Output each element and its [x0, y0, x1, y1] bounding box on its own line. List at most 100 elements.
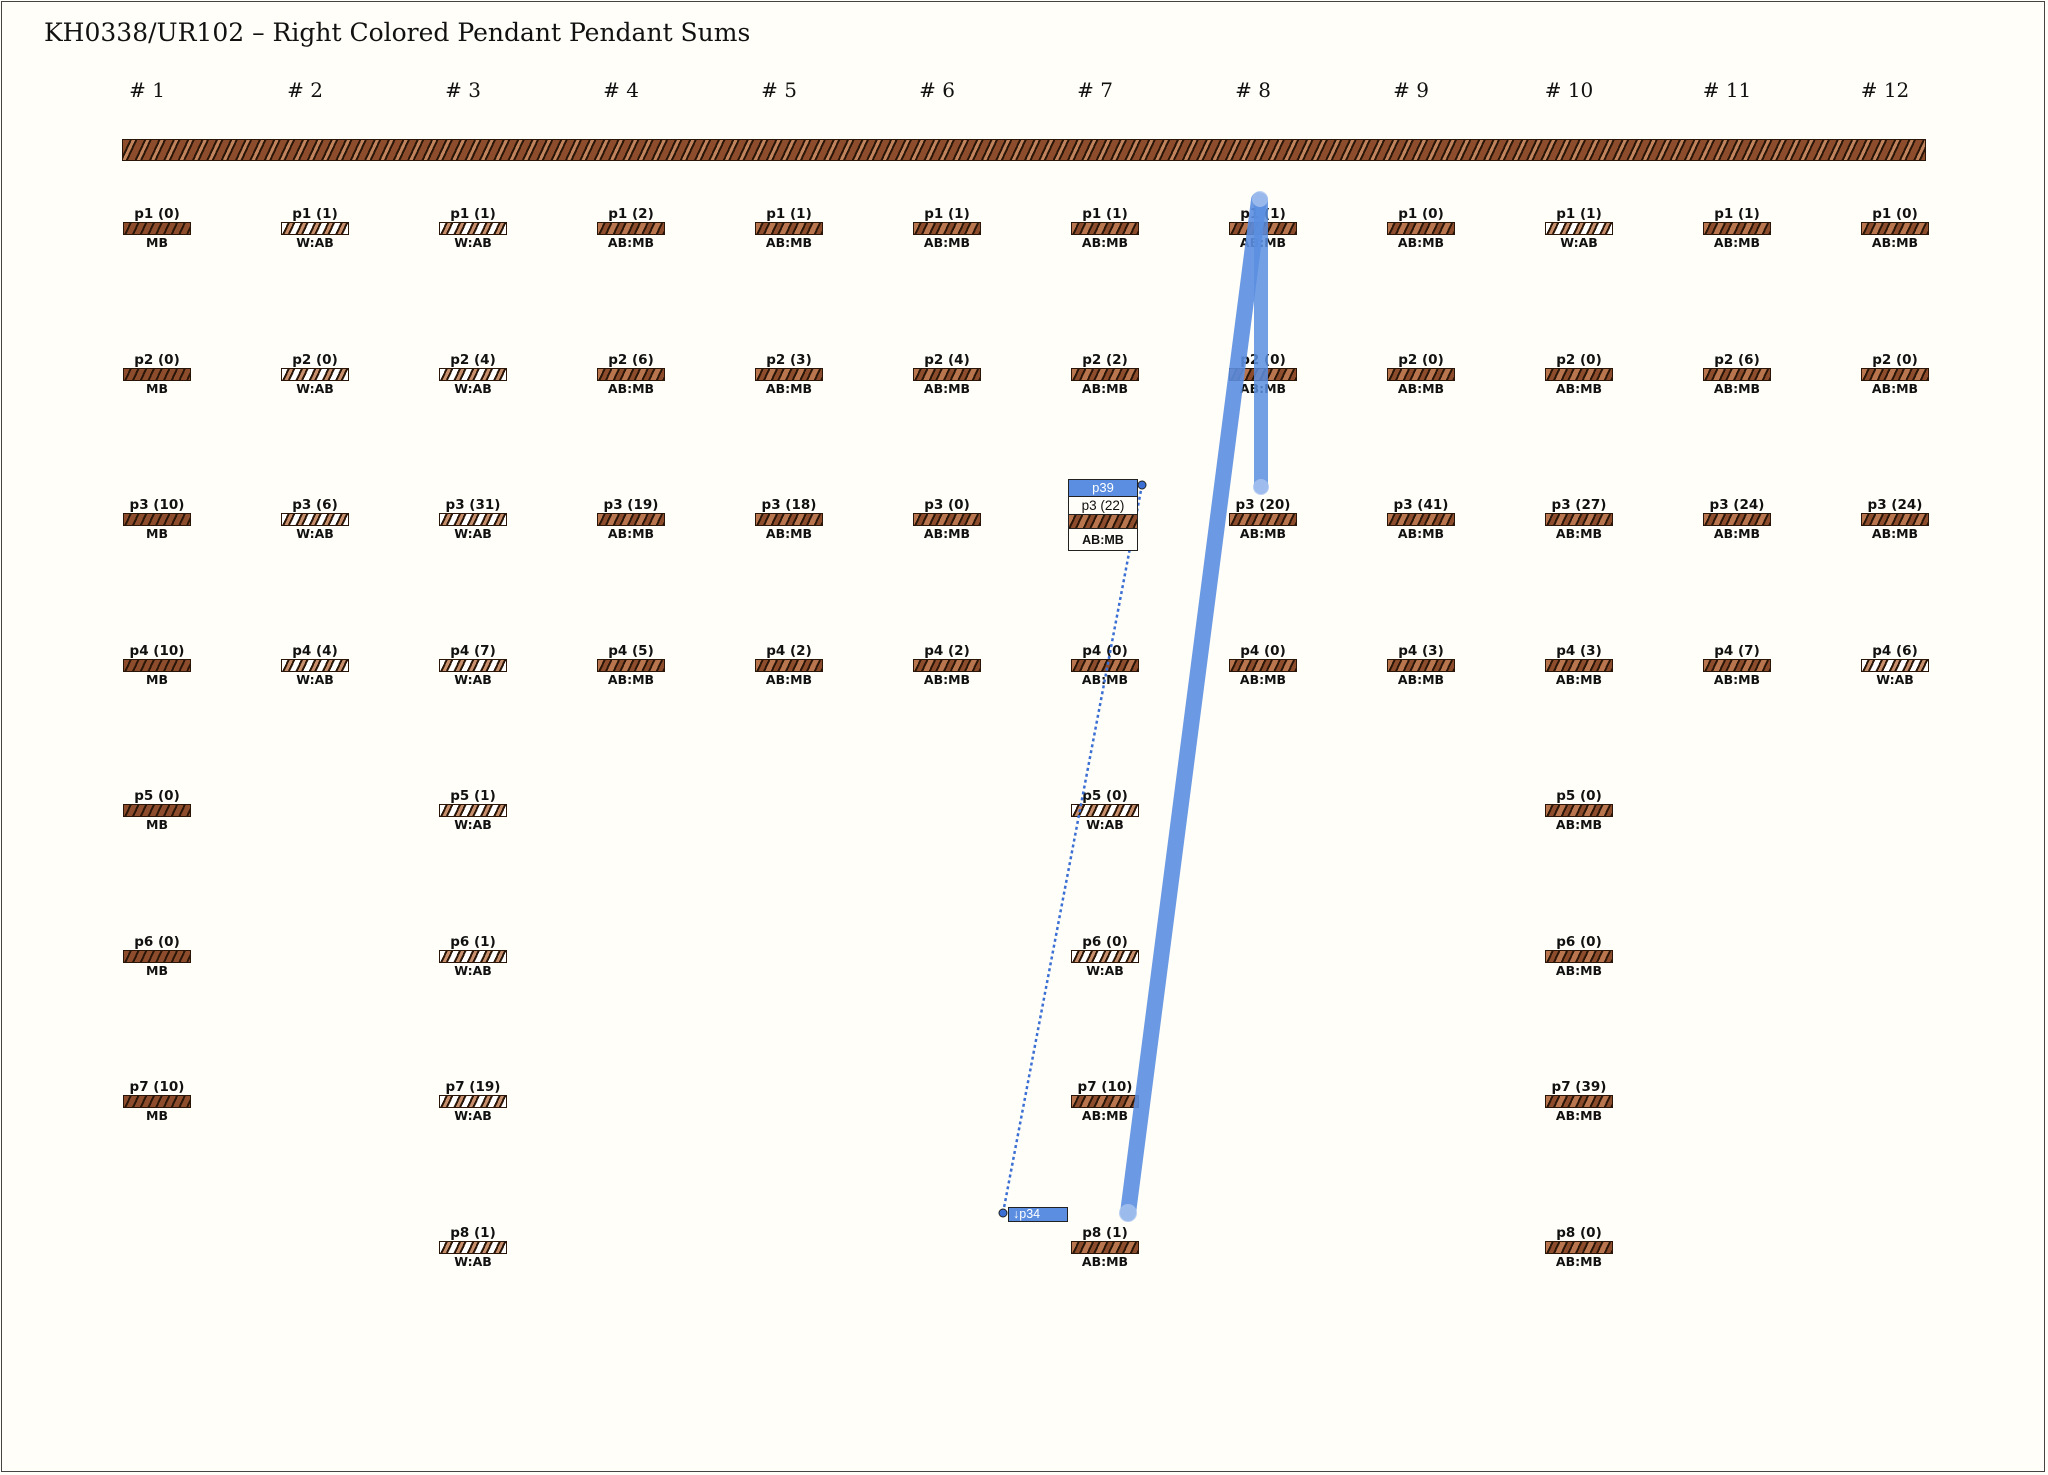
pendant-cord[interactable]: p2 (0) AB:MB	[1198, 353, 1328, 395]
pendant-cord[interactable]: p2 (0) W:AB	[250, 351, 380, 395]
pendant-cord[interactable]: p3 (41) AB:MB	[1356, 498, 1486, 541]
pendant-cord[interactable]: p7 (10) MB	[92, 1080, 222, 1122]
pendant-cord[interactable]: p2 (6) AB:MB	[566, 353, 696, 395]
cord-color: AB:MB	[923, 235, 971, 250]
pendant-cord[interactable]: p5 (0) MB	[92, 788, 222, 831]
pendant-cord[interactable]: p2 (6) AB:MB	[1672, 353, 1802, 395]
pendant-cord[interactable]: p2 (4) AB:MB	[882, 353, 1012, 395]
pendant-cord[interactable]: p1 (1) AB:MB	[882, 207, 1012, 250]
cord-label: p1 (1)	[766, 206, 812, 222]
pendant-cord[interactable]: p3 (0) AB:MB	[882, 497, 1012, 540]
pendant-cord[interactable]: p3 (10) MB	[92, 498, 222, 540]
pendant-cord[interactable]: p4 (4) W:AB	[250, 644, 380, 686]
pendant-cord[interactable]: p5 (0) AB:MB	[1514, 789, 1644, 831]
pendant-cord[interactable]: p6 (0) W:AB	[1040, 935, 1170, 977]
pendant-cord[interactable]: p4 (7) AB:MB	[1672, 644, 1802, 686]
pendant-cord[interactable]: p1 (0) MB	[92, 207, 222, 249]
pendant-cord[interactable]: p6 (0) MB	[92, 935, 222, 977]
cord-color: W:AB	[1086, 817, 1124, 832]
cord-bar	[439, 658, 507, 672]
cord-label: p3 (19)	[603, 497, 659, 513]
pendant-cord[interactable]: p7 (19) W:AB	[408, 1080, 538, 1123]
cord-bar	[1861, 658, 1929, 672]
cord-label: p1 (1)	[292, 206, 338, 222]
pendant-cord[interactable]: p2 (0) MB	[92, 353, 222, 395]
pendant-cord[interactable]: p3 (6) W:AB	[250, 498, 380, 540]
pendant-cord[interactable]: p1 (1) W:AB	[250, 206, 380, 249]
pendant-cord[interactable]: p8 (0) AB:MB	[1514, 1226, 1644, 1269]
cord-label: p3 (0)	[924, 497, 970, 513]
pendant-cord[interactable]: p6 (1) W:AB	[408, 935, 538, 977]
cord-color: W:AB	[454, 1108, 492, 1123]
pendant-cord[interactable]: p7 (10) AB:MB	[1040, 1080, 1170, 1122]
pendant-cord[interactable]: p5 (0) W:AB	[1040, 789, 1170, 832]
pendant-cord[interactable]: p3 (24) AB:MB	[1672, 497, 1802, 540]
pendant-cord[interactable]: p8 (1) W:AB	[408, 1226, 538, 1268]
cord-color: AB:MB	[1397, 380, 1445, 396]
cord-color: AB:MB	[1239, 671, 1287, 687]
pendant-cord[interactable]: p4 (0) AB:MB	[1198, 644, 1328, 687]
pendant-cord[interactable]: p2 (2) AB:MB	[1040, 353, 1170, 396]
pendant-cord[interactable]: p3 (20) AB:MB	[1198, 498, 1328, 540]
pendant-cord[interactable]: p2 (3) AB:MB	[724, 353, 854, 395]
pendant-cord[interactable]: p4 (7) W:AB	[408, 644, 538, 686]
selected-cord-box[interactable]: p39 p3 (22) AB:MB	[1068, 479, 1138, 551]
pendant-cord[interactable]: p3 (27) AB:MB	[1514, 498, 1644, 540]
cord-label: p2 (0)	[292, 351, 338, 368]
pendant-cord[interactable]: p4 (3) AB:MB	[1356, 644, 1486, 687]
cord-bar	[755, 513, 823, 526]
cord-label: p3 (18)	[761, 497, 817, 513]
cord-color: AB:MB	[1555, 1253, 1603, 1269]
cord-color: AB:MB	[765, 235, 813, 250]
cord-color: MB	[146, 671, 168, 687]
pendant-cord[interactable]: p4 (3) AB:MB	[1514, 644, 1644, 686]
pendant-cord[interactable]: p6 (0) AB:MB	[1514, 935, 1644, 977]
pendant-cord[interactable]: p1 (0) AB:MB	[1356, 207, 1486, 249]
pendant-cord[interactable]: p1 (0) AB:MB	[1830, 207, 1960, 249]
cord-bar	[1545, 1095, 1613, 1108]
pendant-cord[interactable]: p2 (0) AB:MB	[1356, 351, 1486, 396]
cord-bar	[1545, 513, 1613, 526]
cord-color: AB:MB	[1397, 671, 1445, 687]
cord-color: AB:MB	[1081, 235, 1129, 250]
pendant-cord[interactable]: p2 (0) AB:MB	[1514, 353, 1644, 395]
pendant-cord[interactable]: p2 (4) W:AB	[408, 353, 538, 395]
cord-bar	[1545, 658, 1613, 672]
pendant-cord[interactable]: p1 (1) W:AB	[1514, 206, 1644, 249]
group-label-1: # 1	[129, 78, 165, 102]
pendant-cord[interactable]: p4 (5) AB:MB	[566, 644, 696, 686]
pendant-cord[interactable]: p1 (2) AB:MB	[566, 207, 696, 249]
pendant-cord[interactable]: p1 (1) AB:MB	[1672, 207, 1802, 249]
cord-label: p5 (0)	[134, 788, 180, 804]
pendant-cord[interactable]: p8 (1) AB:MB	[1040, 1226, 1170, 1268]
cord-label: p3 (24)	[1709, 497, 1765, 513]
pendant-cord[interactable]: p3 (24) AB:MB	[1830, 498, 1960, 540]
pendant-cord[interactable]: p1 (1) AB:MB	[1198, 207, 1328, 249]
cord-label: p1 (1)	[1556, 206, 1602, 222]
group-label-9: # 9	[1393, 78, 1429, 102]
cord-color: AB:MB	[1081, 380, 1129, 396]
link-target-tag[interactable]: ↓p34	[1008, 1207, 1068, 1222]
cord-label: p5 (1)	[450, 788, 496, 804]
pendant-cord[interactable]: p3 (31) W:AB	[408, 498, 538, 540]
group-label-12: # 12	[1860, 78, 1910, 102]
pendant-cord[interactable]: p4 (0) AB:MB	[1040, 644, 1170, 686]
cord-bar	[1703, 367, 1771, 381]
cord-bar	[1545, 222, 1613, 235]
cord-color: AB:MB	[1397, 526, 1445, 541]
pendant-cord[interactable]: p4 (6) W:AB	[1830, 644, 1960, 686]
pendant-cord[interactable]: p3 (19) AB:MB	[566, 497, 696, 540]
pendant-cord[interactable]: p1 (1) W:AB	[408, 207, 538, 249]
cord-bar	[913, 513, 981, 526]
pendant-cord[interactable]: p4 (2) AB:MB	[882, 644, 1012, 686]
pendant-cord[interactable]: p1 (1) AB:MB	[1040, 207, 1170, 250]
pendant-cord[interactable]: p1 (1) AB:MB	[724, 206, 854, 250]
pendant-cord[interactable]: p4 (2) AB:MB	[724, 644, 854, 686]
cord-label: p2 (0)	[1398, 351, 1444, 368]
pendant-cord[interactable]: p5 (1) W:AB	[408, 788, 538, 831]
cord-bar	[1071, 804, 1139, 817]
pendant-cord[interactable]: p4 (10) MB	[92, 644, 222, 687]
pendant-cord[interactable]: p7 (39) AB:MB	[1514, 1080, 1644, 1122]
pendant-cord[interactable]: p3 (18) AB:MB	[724, 497, 854, 540]
pendant-cord[interactable]: p2 (0) AB:MB	[1830, 353, 1960, 395]
